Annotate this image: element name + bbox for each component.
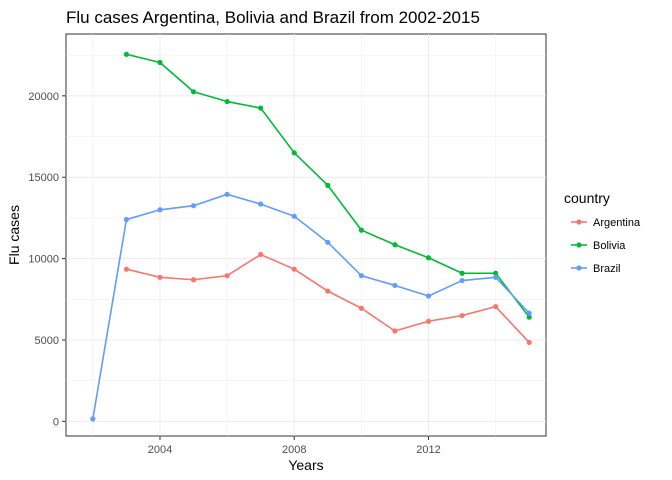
point-brazil-2013 bbox=[459, 277, 465, 284]
y-tick-label-20000: 20000 bbox=[28, 91, 59, 103]
x-tick-label-2008: 2008 bbox=[282, 444, 306, 456]
chart-title: Flu cases Argentina, Bolivia and Brazil … bbox=[66, 8, 480, 27]
point-argentina-2012 bbox=[425, 318, 432, 324]
point-brazil-2014 bbox=[493, 274, 499, 280]
legend-key-point-bolivia bbox=[576, 242, 582, 248]
point-bolivia-2013 bbox=[459, 270, 465, 276]
y-tick-label-5000: 5000 bbox=[35, 335, 59, 347]
point-brazil-2003 bbox=[123, 216, 130, 223]
point-argentina-2011 bbox=[392, 328, 398, 334]
x-tick-label-2012: 2012 bbox=[416, 444, 440, 456]
point-brazil-2008 bbox=[291, 213, 297, 219]
point-argentina-2010 bbox=[358, 305, 364, 311]
point-argentina-2013 bbox=[459, 312, 465, 319]
point-brazil-2004 bbox=[157, 207, 163, 213]
legend-title: country bbox=[564, 190, 610, 206]
series-line-brazil bbox=[92, 193, 530, 420]
point-brazil-2007 bbox=[258, 201, 264, 207]
point-argentina-2008 bbox=[291, 266, 297, 272]
point-brazil-2009 bbox=[325, 239, 331, 245]
legend-key-point-brazil bbox=[576, 265, 582, 271]
legend-label-brazil: Brazil bbox=[593, 263, 621, 275]
legend-item-brazil: Brazil bbox=[571, 263, 621, 275]
legend-label-argentina: Argentina bbox=[593, 217, 641, 229]
point-brazil-2011 bbox=[392, 282, 398, 289]
point-brazil-2015 bbox=[526, 310, 532, 316]
legend: country Argentina Bolivia Brazil bbox=[564, 190, 641, 275]
x-axis-title: Years bbox=[288, 457, 323, 473]
point-brazil-2012 bbox=[425, 293, 432, 299]
point-bolivia-2010 bbox=[358, 227, 364, 233]
point-bolivia-2003 bbox=[123, 51, 130, 57]
series-bolivia bbox=[123, 51, 532, 320]
point-argentina-2014 bbox=[493, 304, 499, 310]
point-bolivia-2015 bbox=[526, 314, 532, 320]
x-tick-label-2004: 2004 bbox=[148, 444, 172, 456]
point-bolivia-2007 bbox=[258, 105, 264, 111]
y-tick-label-15000: 15000 bbox=[28, 172, 59, 184]
y-tick-label-10000: 10000 bbox=[28, 254, 59, 266]
point-brazil-2010 bbox=[358, 273, 364, 279]
point-bolivia-2012 bbox=[425, 255, 432, 261]
point-bolivia-2005 bbox=[190, 89, 197, 95]
point-argentina-2006 bbox=[224, 273, 230, 279]
legend-item-bolivia: Bolivia bbox=[571, 240, 626, 252]
point-argentina-2015 bbox=[526, 339, 532, 346]
series-argentina bbox=[123, 251, 532, 346]
point-brazil-2002 bbox=[90, 416, 96, 422]
point-argentina-2005 bbox=[190, 277, 197, 283]
y-tick-label-0: 0 bbox=[53, 416, 59, 428]
plot-panel bbox=[65, 33, 547, 437]
point-argentina-2007 bbox=[258, 251, 264, 258]
series-brazil bbox=[90, 191, 532, 422]
point-brazil-2006 bbox=[224, 191, 230, 197]
point-argentina-2004 bbox=[157, 274, 163, 280]
axis-layer: 2004 2008 2012 0 5000 10000 15000 20000 bbox=[28, 91, 440, 456]
legend-key-point-argentina bbox=[576, 219, 582, 225]
point-argentina-2003 bbox=[123, 266, 130, 272]
series-layer bbox=[90, 51, 532, 422]
legend-item-argentina: Argentina bbox=[571, 217, 641, 229]
point-argentina-2009 bbox=[325, 288, 331, 294]
grid-layer bbox=[66, 34, 546, 436]
y-axis-title: Flu cases bbox=[6, 205, 22, 265]
point-bolivia-2004 bbox=[157, 59, 163, 66]
legend-label-bolivia: Bolivia bbox=[593, 240, 626, 252]
point-brazil-2005 bbox=[190, 203, 197, 209]
point-bolivia-2008 bbox=[291, 150, 297, 156]
point-bolivia-2011 bbox=[392, 242, 398, 248]
point-bolivia-2009 bbox=[325, 182, 331, 188]
point-bolivia-2006 bbox=[224, 98, 230, 105]
point-bolivia-2014 bbox=[493, 270, 499, 276]
